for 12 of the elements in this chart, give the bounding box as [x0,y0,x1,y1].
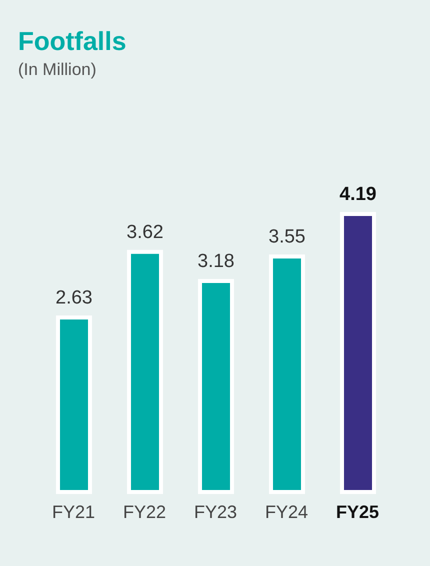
chart-title: Footfalls [18,26,126,57]
x-tick-label: FY22 [122,502,166,522]
data-label: 2.63 [56,288,92,309]
chart-subtitle: (In Million) [18,60,96,80]
x-tick-label: FY23 [194,502,238,522]
data-label: 3.18 [198,251,234,272]
x-tick-label: FY25 [336,502,380,522]
data-label: 3.55 [268,226,306,248]
x-tick-label: FY21 [52,502,96,522]
data-label: 4.19 [340,184,376,205]
x-tick-label: FY24 [264,502,308,522]
data-label: 3.62 [126,222,164,243]
